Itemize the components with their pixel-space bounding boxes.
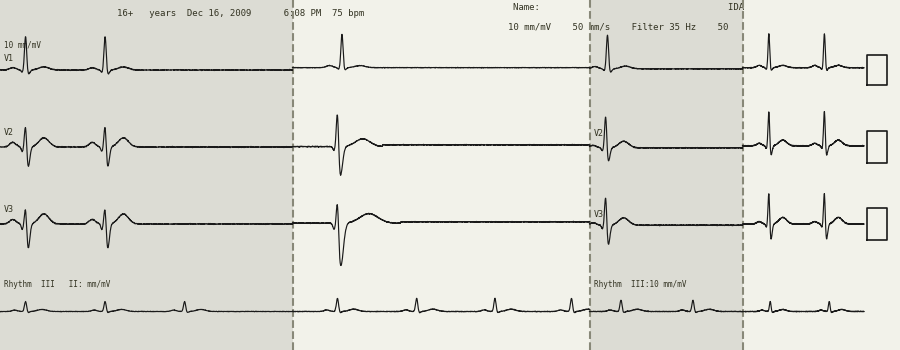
Text: V1: V1 [4, 54, 13, 63]
Bar [590, 0, 742, 350]
Bar [742, 0, 900, 350]
Text: Rhythm  III   II: mm/mV: Rhythm III II: mm/mV [4, 280, 110, 289]
Text: V3: V3 [4, 205, 13, 214]
Text: V2: V2 [594, 130, 604, 139]
Text: Name:                                   IDA: Name: IDA [513, 4, 744, 13]
Text: 10 mm/mV: 10 mm/mV [4, 40, 40, 49]
Text: 16+   years  Dec 16, 2009      6:08 PM  75 bpm: 16+ years Dec 16, 2009 6:08 PM 75 bpm [117, 9, 364, 18]
Text: V3: V3 [594, 210, 604, 219]
Text: V2: V2 [4, 128, 13, 137]
Bar [0, 0, 292, 350]
Bar [292, 0, 590, 350]
Text: 10 mm/mV    50 mm/s    Filter 35 Hz    50: 10 mm/mV 50 mm/s Filter 35 Hz 50 [508, 23, 729, 32]
Text: Rhythm  III:10 mm/mV: Rhythm III:10 mm/mV [594, 280, 687, 289]
